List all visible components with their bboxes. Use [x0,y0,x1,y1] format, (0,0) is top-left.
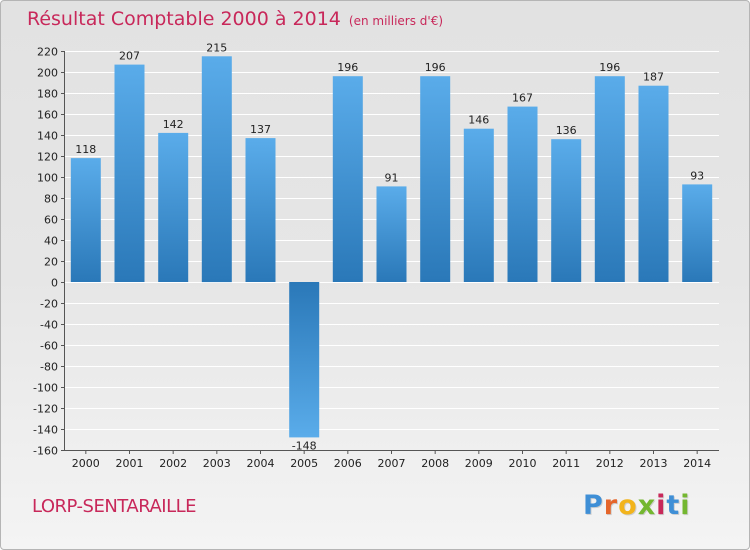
x-tick-label: 2000 [72,457,100,470]
bar-2000 [70,158,101,282]
bar-2004 [245,138,276,282]
bar-2002 [158,132,189,282]
y-tick-label: -140 [33,424,58,437]
value-label-2002: 142 [163,118,184,131]
value-label-2012: 196 [599,61,620,74]
x-tick-label: 2013 [640,457,668,470]
logo-letter: x [637,490,657,521]
proxiti-logo: Proxiti [583,490,691,521]
x-tick-label: 2002 [159,457,187,470]
bar-2005 [289,282,320,438]
x-tick-label: 2008 [421,457,449,470]
bar-2007 [376,186,407,282]
x-tick-label: 2010 [509,457,537,470]
y-tick-label: -80 [40,361,58,374]
y-tick-label: 220 [37,46,58,59]
value-label-2000: 118 [75,143,96,156]
y-tick-label: 160 [37,109,58,122]
value-label-2009: 146 [468,114,489,127]
x-tick-label: 2014 [683,457,711,470]
bar-2010 [507,106,538,282]
logo-letter: i [680,490,691,521]
y-tick-label: 120 [37,151,58,164]
x-tick-label: 2001 [116,457,144,470]
value-label-2010: 167 [512,92,533,105]
y-tick-label: -40 [40,319,58,332]
bar-2001 [114,64,145,282]
axes: 220200180160140120100806040200-20-40-60-… [33,46,719,470]
value-label-2008: 196 [425,61,446,74]
value-label-2003: 215 [206,41,227,54]
x-tick-label: 2007 [378,457,406,470]
bar-2012 [594,76,625,282]
logo-letter: t [666,490,681,521]
value-label-2004: 137 [250,123,271,136]
y-tick-label: -20 [40,298,58,311]
y-tick-label: 0 [51,277,58,290]
value-label-2001: 207 [119,50,140,63]
commune-name: LORP-SENTARAILLE [32,496,197,517]
x-tick-label: 2011 [552,457,580,470]
chart-title-main: Résultat Comptable 2000 à 2014 [27,8,341,30]
y-tick-label: 200 [37,67,58,80]
bar-2013 [638,85,669,282]
y-tick-label: -120 [33,403,58,416]
y-tick-label: -60 [40,340,58,353]
bar-2009 [463,128,494,282]
y-tick-label: 60 [44,214,58,227]
logo-letter: o [618,490,638,521]
bar-2014 [682,184,713,282]
value-label-2006: 196 [337,61,358,74]
x-tick-label: 2004 [247,457,275,470]
x-tick-label: 2009 [465,457,493,470]
y-tick-label: 20 [44,256,58,269]
y-tick-label: 40 [44,235,58,248]
x-tick-label: 2006 [334,457,362,470]
bar-2006 [332,76,363,282]
value-label-2007: 91 [385,171,399,184]
value-label-2011: 136 [556,124,577,137]
logo-letter: i [656,490,667,521]
bar-2003 [201,56,232,283]
y-tick-label: 80 [44,193,58,206]
y-tick-label: 180 [37,88,58,101]
y-tick-label: 140 [37,130,58,143]
bar-2011 [551,139,582,282]
logo-letter: r [603,490,619,521]
x-tick-label: 2003 [203,457,231,470]
bars [70,56,713,438]
value-label-2013: 187 [643,71,664,84]
chart-title-unit: (en milliers d'€) [348,14,444,28]
logo-letter: P [583,490,604,521]
x-tick-label: 2005 [290,457,318,470]
chart-title: Résultat Comptable 2000 à 2014 (en millie… [27,8,443,30]
y-tick-label: -160 [33,445,58,458]
data-labels: 118 207 142 215 137 -148 196 91 196 146 167 136 196 1… [75,41,704,452]
x-tick-label: 2012 [596,457,624,470]
value-label-2005: -148 [292,439,317,452]
bar-2008 [420,76,451,282]
value-label-2014: 93 [690,169,704,182]
y-tick-label: 100 [37,172,58,185]
y-tick-label: -100 [33,382,58,395]
